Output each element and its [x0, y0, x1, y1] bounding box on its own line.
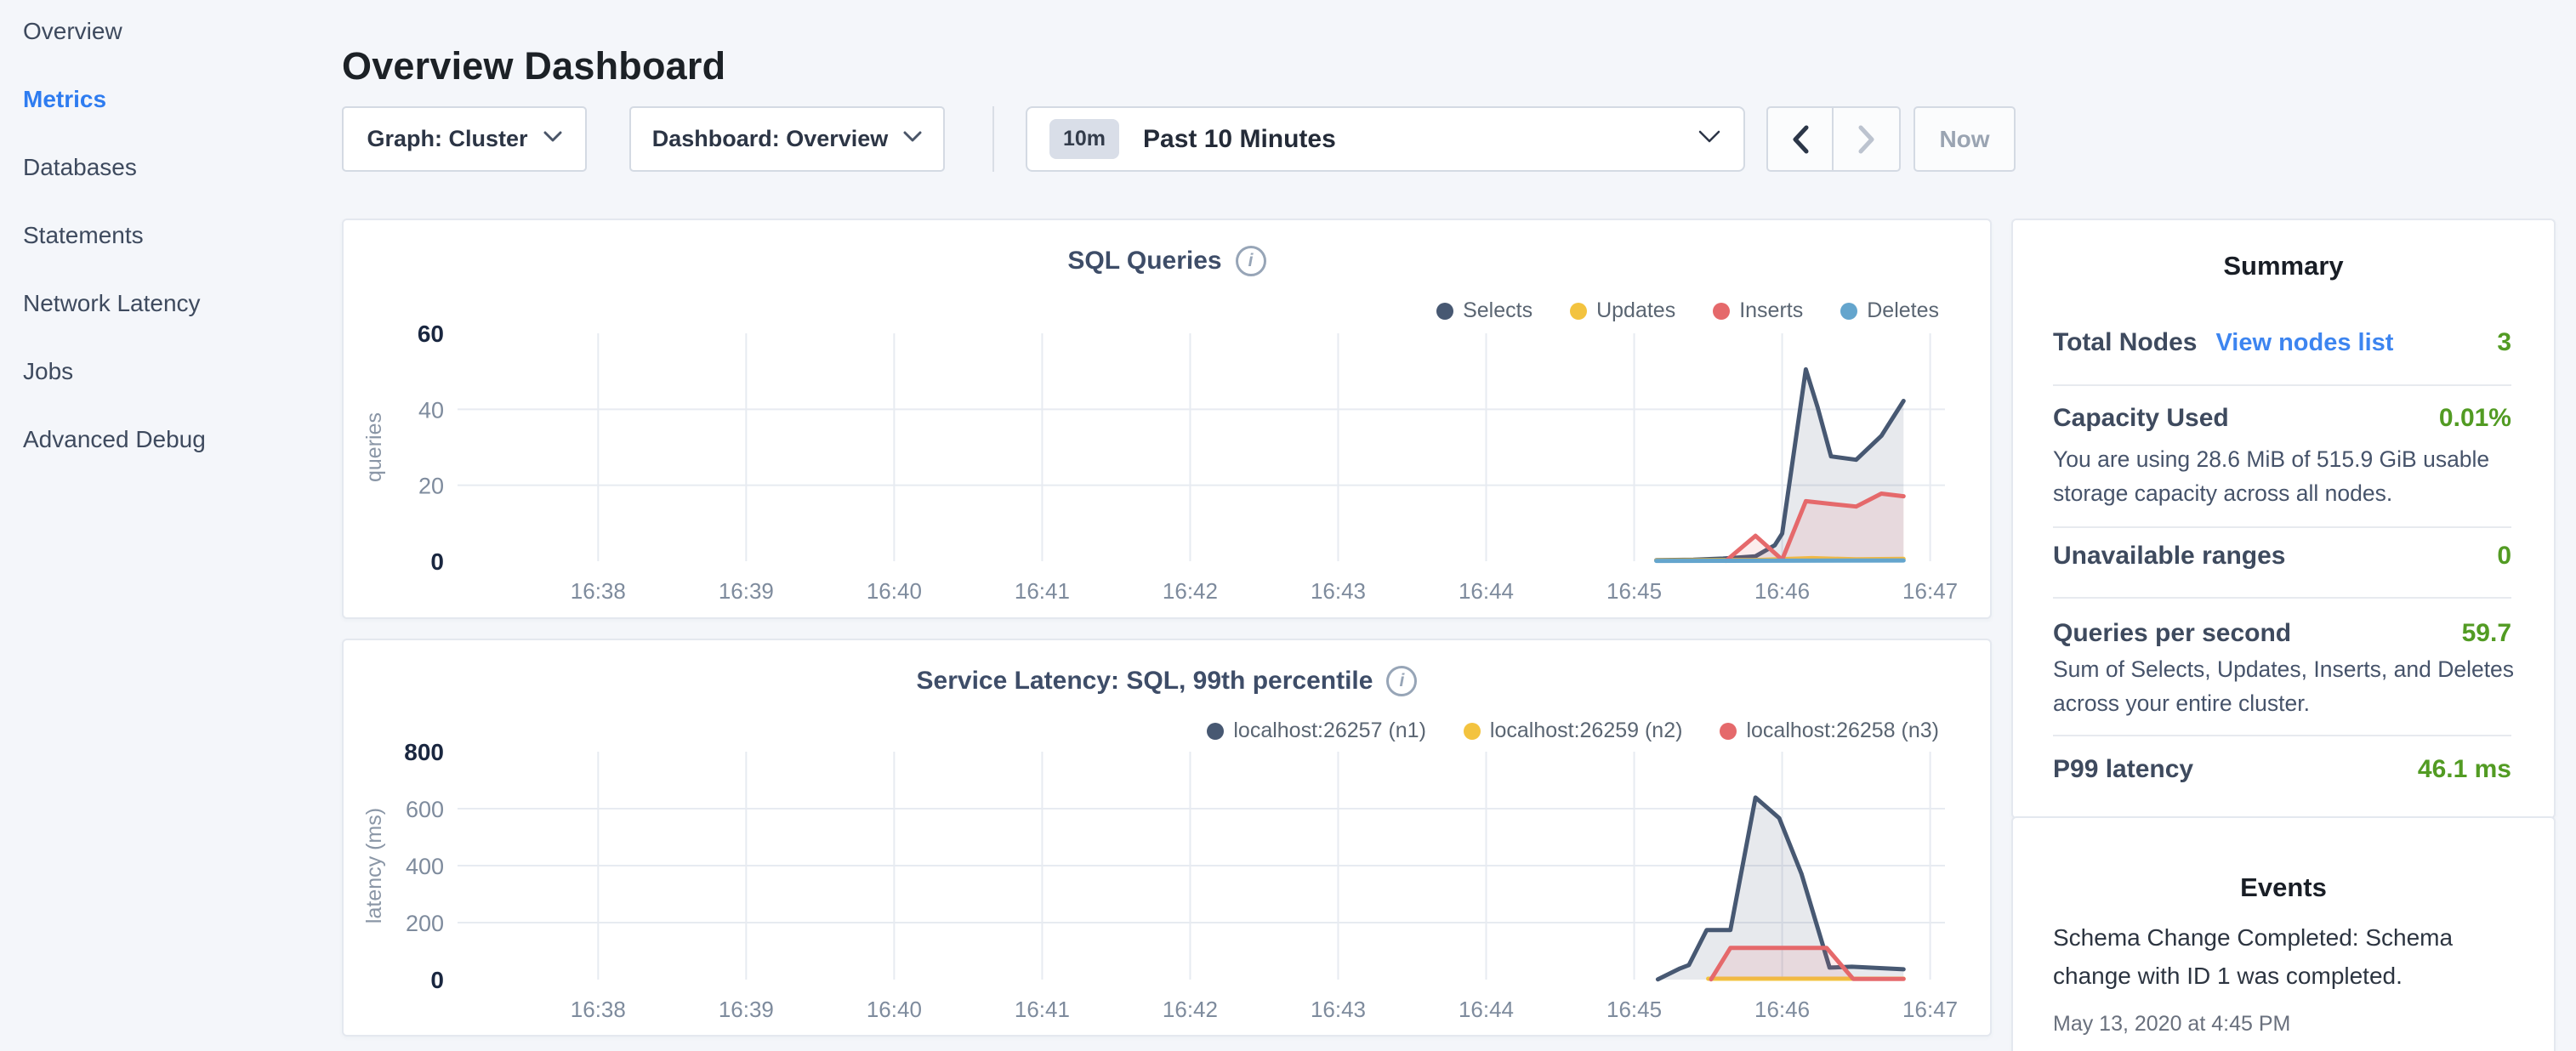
x-tick-label: 16:46	[1754, 578, 1810, 604]
metrics-dashboard-page: Overview Metrics Databases Statements Ne…	[0, 0, 2576, 1051]
x-tick-label: 16:43	[1311, 578, 1366, 604]
sidebar-item-databases[interactable]: Databases	[23, 151, 137, 185]
x-tick-label: 16:41	[1015, 997, 1070, 1022]
y-tick-label: 0	[430, 548, 444, 575]
divider	[2053, 526, 2511, 528]
now-button-label: Now	[1939, 126, 1989, 153]
summary-row-value: 3	[2497, 328, 2511, 357]
summary-row-label: P99 latency	[2053, 755, 2193, 784]
x-tick-label: 16:42	[1163, 578, 1218, 604]
sidebar-item-jobs[interactable]: Jobs	[23, 355, 73, 389]
sql-queries-plot[interactable]: 0 20 40 60 16:38 16:39 16:40 16:41 16:42 16:43 16:…	[344, 220, 1990, 617]
y-tick-label: 20	[418, 474, 444, 499]
events-panel: Events Schema Change Completed: Schema c…	[2011, 816, 2556, 1051]
chevron-down-icon	[543, 131, 562, 147]
summary-row-queries-per-second: Queries per second 59.7	[2053, 619, 2511, 648]
y-tick-label: 800	[404, 739, 444, 765]
event-item-text: Schema Change Completed: Schema change w…	[2053, 918, 2516, 995]
sidebar-item-statements[interactable]: Statements	[23, 219, 144, 253]
sidebar-item-overview[interactable]: Overview	[23, 14, 122, 48]
sidebar-item-network-latency[interactable]: Network Latency	[23, 287, 201, 321]
x-tick-label: 16:41	[1015, 578, 1070, 604]
next-time-window-button[interactable]	[1834, 106, 1901, 172]
chevron-right-icon	[1857, 124, 1876, 155]
y-tick-label: 400	[406, 854, 444, 879]
y-tick-label: 40	[418, 397, 444, 423]
x-tick-label: 16:45	[1606, 578, 1662, 604]
time-step-buttons	[1766, 106, 1901, 172]
controls-divider	[992, 106, 994, 172]
x-tick-label: 16:39	[719, 578, 774, 604]
y-tick-label: 600	[406, 797, 444, 822]
divider	[2053, 735, 2511, 736]
y-tick-label: 0	[430, 967, 444, 993]
summary-row-value: 59.7	[2462, 619, 2511, 648]
x-tick-label: 16:40	[867, 997, 922, 1022]
summary-row-p99-latency: P99 latency 46.1 ms	[2053, 755, 2511, 784]
summary-row-value: 0	[2497, 542, 2511, 571]
summary-row-description: Sum of Selects, Updates, Inserts, and De…	[2053, 652, 2516, 720]
dashboard-selector-label: Dashboard: Overview	[652, 126, 889, 152]
service-latency-plot[interactable]: 0 200 400 600 800 16:38 16:39 16:40 16:41 16:42 16…	[344, 640, 1990, 1035]
x-tick-label: 16:40	[867, 578, 922, 604]
summary-panel: Summary Total Nodes View nodes list 3 Cap…	[2011, 219, 2556, 819]
summary-row-value: 46.1 ms	[2418, 755, 2511, 784]
summary-row-label: Capacity Used	[2053, 404, 2229, 433]
graph-selector-dropdown[interactable]: Graph: Cluster	[342, 106, 587, 172]
event-item-date: May 13, 2020 at 4:45 PM	[2053, 1012, 2290, 1037]
summary-row-label: Total Nodes	[2053, 328, 2197, 356]
summary-row-unavailable-ranges: Unavailable ranges 0	[2053, 542, 2511, 571]
series-line	[1657, 560, 1904, 561]
summary-row-label: Unavailable ranges	[2053, 542, 2285, 571]
x-tick-label: 16:44	[1459, 997, 1514, 1022]
x-tick-label: 16:47	[1902, 997, 1958, 1022]
chevron-down-icon	[1697, 130, 1721, 148]
chevron-left-icon	[1791, 124, 1810, 155]
y-axis-title: latency (ms)	[362, 808, 386, 923]
x-tick-label: 16:39	[719, 997, 774, 1022]
chevron-down-icon	[903, 131, 922, 147]
sql-queries-chart-card: SQL Queries i SelectsUpdatesInsertsDelet…	[342, 219, 1992, 619]
graph-selector-label: Graph: Cluster	[367, 126, 527, 152]
x-tick-label: 16:45	[1606, 997, 1662, 1022]
x-tick-label: 16:47	[1902, 578, 1958, 604]
service-latency-chart-card: Service Latency: SQL, 99th percentile i …	[342, 639, 1992, 1037]
time-range-badge: 10m	[1049, 119, 1119, 159]
y-tick-label: 60	[418, 321, 444, 347]
summary-row-description: You are using 28.6 MiB of 515.9 GiB usab…	[2053, 442, 2516, 510]
divider	[2053, 597, 2511, 599]
previous-time-window-button[interactable]	[1766, 106, 1834, 172]
x-tick-label: 16:43	[1311, 997, 1366, 1022]
summary-row-total-nodes: Total Nodes View nodes list 3	[2053, 328, 2511, 357]
summary-row-capacity-used: Capacity Used 0.01%	[2053, 404, 2511, 433]
x-tick-label: 16:38	[571, 578, 626, 604]
dashboard-selector-dropdown[interactable]: Dashboard: Overview	[629, 106, 945, 172]
summary-panel-title: Summary	[2013, 251, 2554, 281]
now-button[interactable]: Now	[1914, 106, 2016, 172]
time-range-label: Past 10 Minutes	[1143, 125, 1336, 154]
x-tick-label: 16:38	[571, 997, 626, 1022]
x-tick-label: 16:44	[1459, 578, 1514, 604]
events-panel-title: Events	[2013, 872, 2554, 903]
summary-row-value: 0.01%	[2439, 404, 2511, 433]
y-tick-label: 200	[406, 911, 444, 936]
page-title: Overview Dashboard	[342, 44, 725, 88]
divider	[2053, 384, 2511, 386]
x-tick-label: 16:42	[1163, 997, 1218, 1022]
y-axis-title: queries	[362, 412, 386, 482]
sidebar-item-advanced-debug[interactable]: Advanced Debug	[23, 423, 206, 457]
summary-row-label: Queries per second	[2053, 619, 2291, 648]
sidebar-item-metrics[interactable]: Metrics	[23, 82, 106, 116]
x-tick-label: 16:46	[1754, 997, 1810, 1022]
time-range-selector[interactable]: 10m Past 10 Minutes	[1026, 106, 1745, 172]
view-nodes-list-link[interactable]: View nodes list	[2215, 329, 2393, 356]
